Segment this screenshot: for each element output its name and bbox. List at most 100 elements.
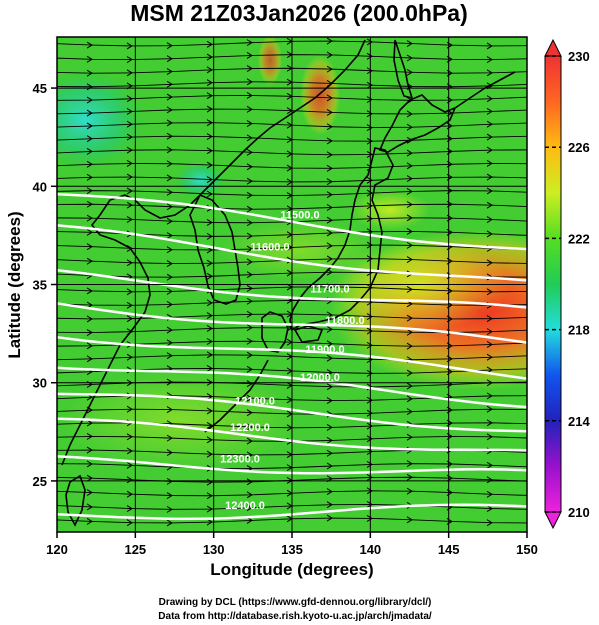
- wind-arrow-head: [86, 474, 93, 482]
- wind-arrow-head: [86, 419, 93, 427]
- wind-arrow-head: [406, 516, 413, 524]
- wind-arrow-head: [486, 173, 493, 181]
- wind-arrow-head: [166, 326, 173, 334]
- wind-arrow-head: [366, 487, 373, 495]
- wind-arrow-head: [126, 108, 133, 115]
- wind-arrow-head: [366, 215, 373, 223]
- wind-arrow-head: [366, 341, 373, 349]
- y-tick-label: 30: [33, 376, 47, 391]
- wind-arrow-head: [246, 394, 253, 402]
- wind-arrow-head: [246, 177, 253, 185]
- x-axis-ticks: 120 125 130 135 140 145 150: [46, 532, 538, 557]
- wind-arrow-head: [406, 110, 413, 118]
- wind-arrow-head: [206, 518, 213, 526]
- x-tick-label: 135: [281, 542, 303, 557]
- wind-arrow-head: [326, 229, 333, 237]
- wind-arrow-head: [86, 329, 93, 336]
- wind-arrow-head: [326, 369, 333, 377]
- wind-arrow-head: [166, 232, 173, 239]
- wind-arrow-head: [406, 68, 413, 76]
- wind-arrow-head: [486, 461, 493, 469]
- wind-arrow-head: [246, 478, 253, 486]
- wind-arrow-head: [486, 328, 493, 336]
- wind-streamline: [57, 135, 527, 142]
- wind-arrow-head: [246, 219, 253, 227]
- wind-arrow-head: [486, 353, 493, 361]
- wind-arrow-head: [166, 449, 173, 457]
- wind-arrow-head: [326, 340, 333, 348]
- wind-arrow-head: [126, 301, 133, 309]
- credit-data: Data from http://database.rish.kyoto-u.a…: [158, 611, 432, 622]
- wind-streamline: [57, 108, 527, 115]
- wind-arrow-head: [486, 133, 493, 141]
- wind-arrow-head: [366, 369, 373, 377]
- wind-arrow-head: [406, 201, 413, 208]
- wind-arrow-head: [326, 94, 333, 102]
- wind-arrow-head: [86, 257, 93, 265]
- wind-arrow-head: [86, 503, 93, 511]
- wind-arrow-head: [326, 216, 333, 224]
- wind-arrow-head: [126, 69, 133, 77]
- wind-arrow-head: [126, 173, 133, 181]
- wind-streamline: [57, 244, 527, 251]
- wind-arrow-head: [166, 217, 173, 225]
- wind-streamline: [57, 217, 527, 224]
- wind-streamline: [57, 40, 527, 47]
- wind-arrow-head: [406, 123, 413, 131]
- wind-arrow-head: [486, 505, 493, 513]
- wind-arrow-head: [486, 419, 493, 427]
- wind-streamline: [57, 504, 527, 510]
- wind-arrow-head: [326, 354, 333, 362]
- wind-arrow-head: [486, 146, 493, 154]
- wind-arrow-head: [366, 255, 373, 263]
- wind-arrow-head: [486, 201, 493, 209]
- wind-streamline: [57, 299, 527, 306]
- x-tick-label: 125: [124, 542, 146, 557]
- wind-arrow-head: [406, 241, 413, 249]
- wind-arrow-head: [326, 325, 333, 333]
- wind-arrow-head: [86, 96, 93, 104]
- contour-label: 11800.0: [325, 315, 364, 327]
- wind-arrow-head: [366, 435, 373, 443]
- wind-arrow-head: [326, 108, 333, 116]
- wind-arrow-head: [86, 518, 93, 525]
- wind-arrow-head: [126, 146, 133, 154]
- wind-arrow-head: [366, 96, 373, 103]
- wind-arrow-head: [486, 108, 493, 115]
- wind-arrow-head: [246, 39, 253, 47]
- wind-streamline: [57, 463, 527, 469]
- wind-arrow-head: [246, 351, 253, 359]
- wind-arrow-head: [86, 287, 93, 295]
- wind-arrow-head: [126, 519, 133, 527]
- wind-arrow-head: [366, 396, 373, 404]
- wind-arrow-head: [126, 187, 133, 195]
- colorbar-bottom-triangle: [544, 511, 562, 530]
- wind-streamline: [57, 258, 527, 265]
- wind-arrow-head: [126, 315, 133, 323]
- wind-arrow-head: [486, 341, 493, 348]
- y-axis-label: Latitude (degrees): [5, 211, 24, 358]
- wind-streamline: [57, 149, 527, 156]
- wind-arrow-head: [206, 272, 213, 280]
- contour-label: 11900.0: [305, 344, 344, 356]
- wind-arrow-head: [326, 488, 333, 496]
- wind-arrow-head: [366, 151, 373, 158]
- coastline-sakhalin: [393, 39, 414, 100]
- wind-arrow-head: [246, 191, 253, 199]
- wind-arrow-head: [406, 342, 413, 350]
- wind-arrow-head: [126, 120, 133, 128]
- wind-arrow-head: [326, 449, 333, 457]
- wind-arrow-head: [366, 137, 373, 145]
- wind-arrow-head: [206, 338, 213, 345]
- wind-arrow-head: [406, 256, 413, 263]
- wind-arrow-head: [126, 288, 133, 296]
- wind-arrow-head: [86, 160, 93, 168]
- wind-arrow-head: [166, 273, 173, 281]
- colorbar-tick-label: 222: [568, 231, 590, 246]
- wind-arrow-head: [486, 230, 493, 238]
- wind-arrow-head: [206, 365, 213, 372]
- wind-arrow-head: [206, 312, 213, 320]
- contour-label: 12100.0: [235, 395, 275, 407]
- wind-streamline: [57, 203, 527, 210]
- wind-streamline: [57, 176, 527, 183]
